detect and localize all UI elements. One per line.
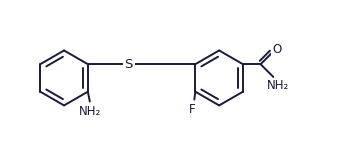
Text: O: O <box>273 43 282 56</box>
Text: NH₂: NH₂ <box>267 79 289 92</box>
Text: S: S <box>125 58 133 71</box>
Text: NH₂: NH₂ <box>79 105 101 118</box>
Text: F: F <box>189 103 196 116</box>
